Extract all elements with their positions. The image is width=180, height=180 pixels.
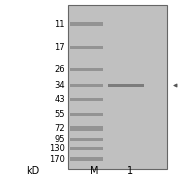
Text: 170: 170 [49,155,65,164]
Bar [70,98,103,101]
Text: 1: 1 [127,165,133,176]
Text: kD: kD [26,165,39,176]
Text: 26: 26 [54,65,65,74]
Bar [108,84,144,87]
Text: 43: 43 [54,95,65,104]
Text: 17: 17 [54,43,65,52]
Bar [70,46,103,49]
Text: 11: 11 [54,20,65,29]
Bar [70,138,103,141]
Bar [70,157,103,161]
Text: 130: 130 [49,144,65,153]
Bar [70,126,103,131]
Bar [70,68,103,71]
Text: 34: 34 [54,81,65,90]
Text: M: M [90,165,99,176]
Bar [68,5,167,169]
Bar [70,22,103,26]
Text: 95: 95 [54,135,65,144]
Bar [70,147,103,150]
Bar [70,113,103,116]
Text: 72: 72 [54,124,65,133]
Text: 55: 55 [54,110,65,119]
Bar [70,84,103,87]
